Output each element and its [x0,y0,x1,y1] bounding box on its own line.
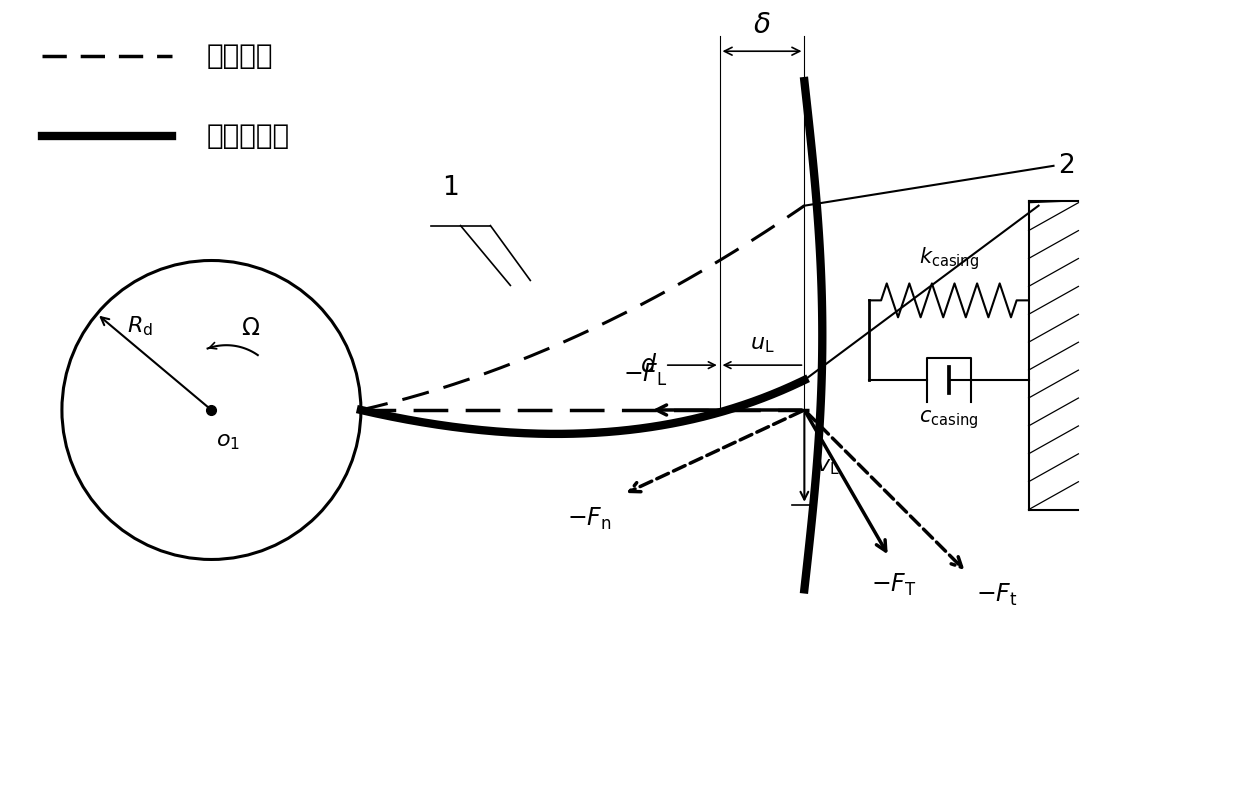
Text: $R_\mathrm{d}$: $R_\mathrm{d}$ [126,314,153,339]
Text: 2: 2 [1059,153,1075,179]
Text: $\Omega$: $\Omega$ [242,316,260,340]
Text: $o_1$: $o_1$ [217,432,241,452]
Text: $u_\mathrm{L}$: $u_\mathrm{L}$ [750,335,774,355]
Text: $-F_\mathrm{L}$: $-F_\mathrm{L}$ [622,362,667,388]
Text: $-F_\mathrm{n}$: $-F_\mathrm{n}$ [567,506,611,532]
Text: 碰撞后位置: 碰撞后位置 [206,122,290,150]
Text: $k_\mathrm{casing}$: $k_\mathrm{casing}$ [919,245,978,272]
Text: 1: 1 [443,175,459,201]
Text: $c_\mathrm{casing}$: $c_\mathrm{casing}$ [919,408,978,431]
Text: 原始位置: 原始位置 [206,42,273,70]
Text: $d$: $d$ [640,353,657,377]
Text: $v_\mathrm{L}$: $v_\mathrm{L}$ [816,458,839,477]
Text: $-F_\mathrm{t}$: $-F_\mathrm{t}$ [976,582,1018,608]
Text: $\delta$: $\delta$ [753,11,771,39]
Text: $-F_\mathrm{T}$: $-F_\mathrm{T}$ [872,572,916,598]
